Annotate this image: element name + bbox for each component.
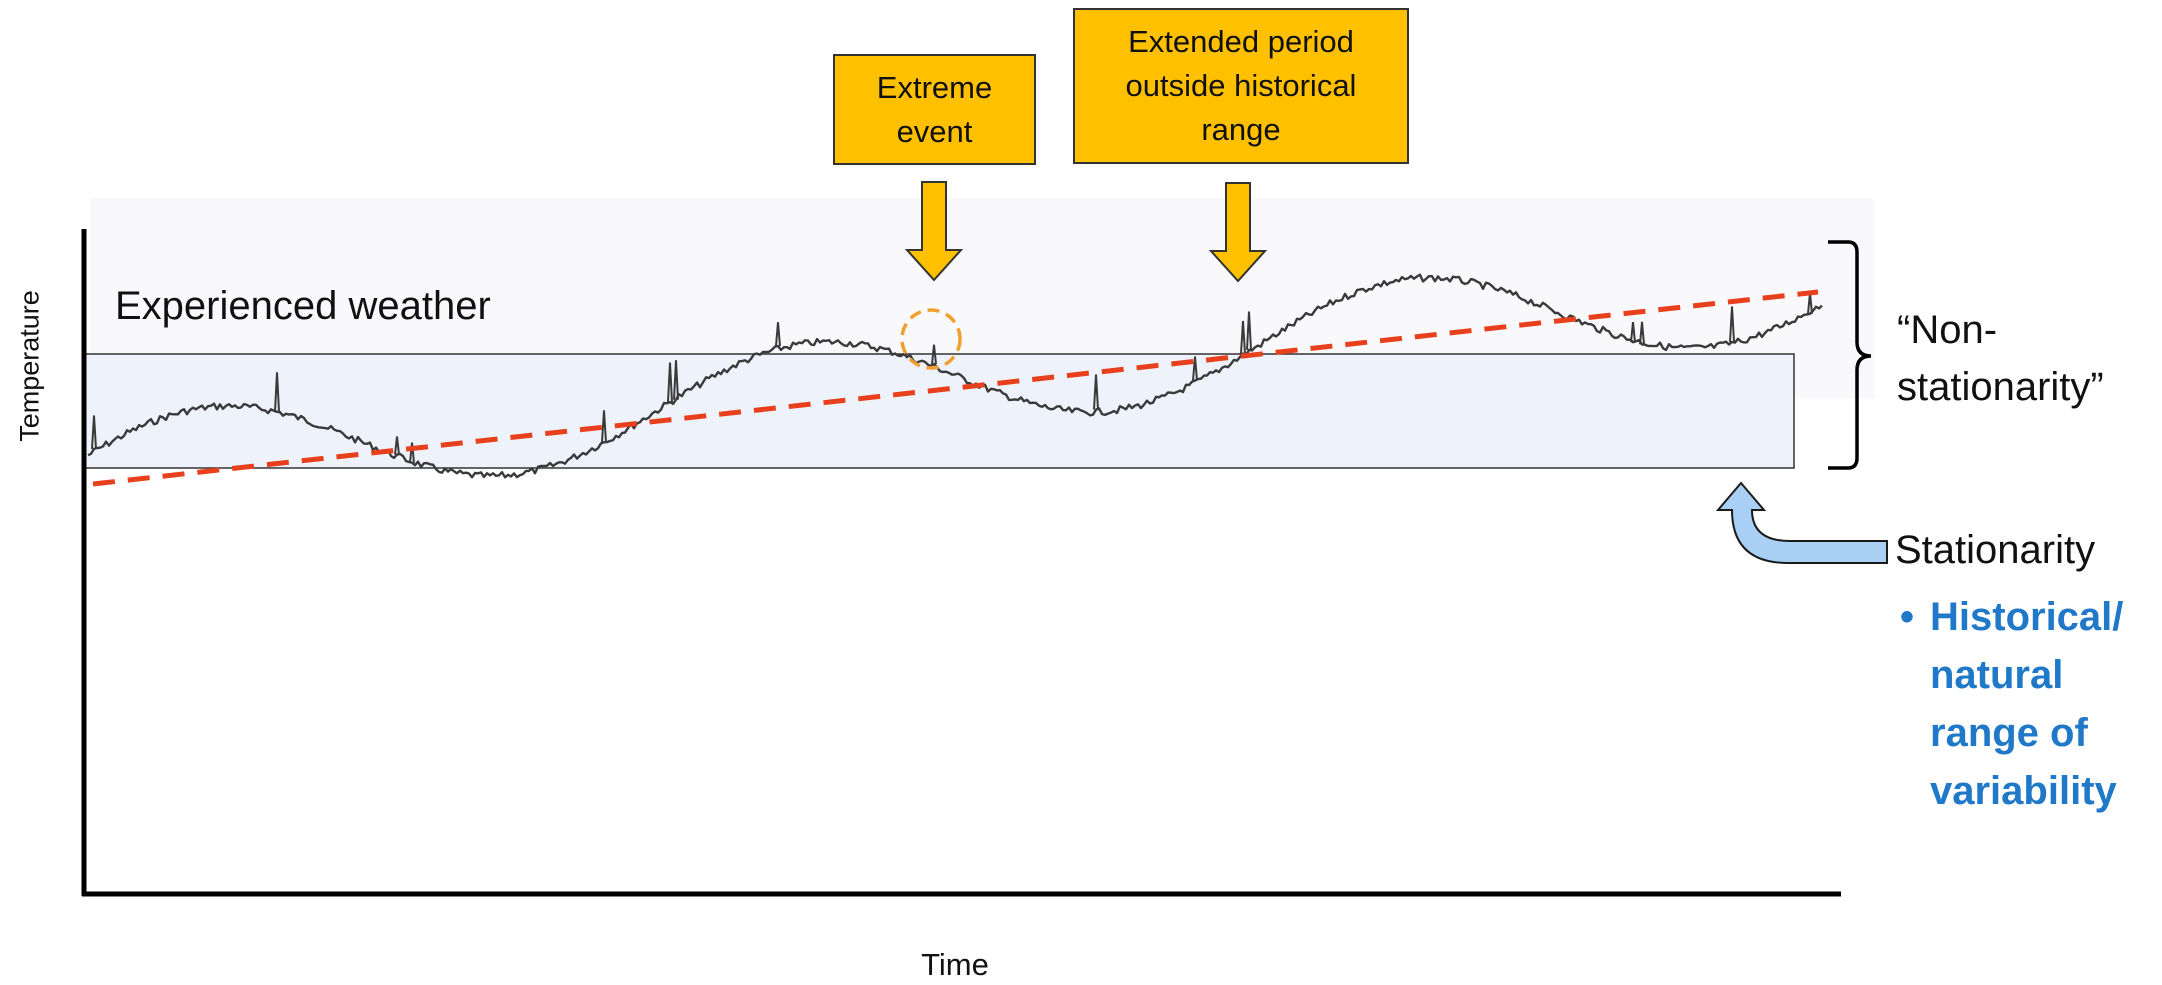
weather-time-series (87, 273, 1823, 479)
weather-spike (1639, 321, 1645, 345)
weather-spikes (91, 292, 1813, 463)
non-stationarity-line: stationarity” (1897, 365, 2104, 409)
non-stationarity-line: “Non- (1897, 308, 1998, 352)
callout-line: Extreme (876, 69, 993, 105)
extreme-event-circle (900, 308, 962, 370)
weather-spike (601, 410, 607, 443)
down-arrow-icon (1208, 182, 1268, 283)
right-brace-icon (1828, 240, 1872, 470)
weather-spike (667, 362, 673, 403)
weather-spike (1246, 311, 1252, 350)
trend-line (92, 289, 1819, 487)
weather-spike (931, 344, 937, 365)
weather-spike (91, 415, 97, 449)
callout-line: outside historical (1125, 68, 1357, 103)
y-axis-label: Temperature (14, 290, 45, 442)
weather-spike (1729, 306, 1735, 343)
weather-spike (274, 372, 280, 412)
callout-line: range (1201, 112, 1281, 147)
weather-spike (409, 442, 415, 463)
callout-line: Extended period (1128, 24, 1354, 59)
extreme-event-callout: Extreme event (833, 54, 1036, 165)
bullet-line: natural (1930, 653, 2064, 697)
weather-spike (1192, 356, 1198, 381)
weather-spike (1093, 374, 1099, 410)
x-axis-label: Time (921, 947, 989, 982)
extended-period-callout: Extended period outside historical range (1073, 8, 1409, 164)
non-stationarity-label: “Non- stationarity” (1897, 302, 2104, 416)
weather-spike (673, 360, 679, 400)
weather-spike (775, 322, 781, 347)
series-label: Experienced weather (115, 284, 491, 328)
callout-line: event (896, 113, 973, 149)
weather-spike (1240, 320, 1246, 354)
bullet-line: Historical/ (1930, 595, 2124, 639)
down-arrow-icon (904, 181, 964, 282)
stationarity-label: Stationarity (1895, 528, 2096, 572)
bullet-line: variability (1930, 769, 2117, 813)
weather-spike (394, 436, 400, 455)
bullet-marker: • (1900, 595, 1915, 639)
curved-up-arrow-icon (1715, 481, 1888, 564)
weather-spike (1630, 322, 1636, 343)
historical-range-band (83, 353, 1795, 469)
bullet-line: range of (1930, 711, 2088, 755)
